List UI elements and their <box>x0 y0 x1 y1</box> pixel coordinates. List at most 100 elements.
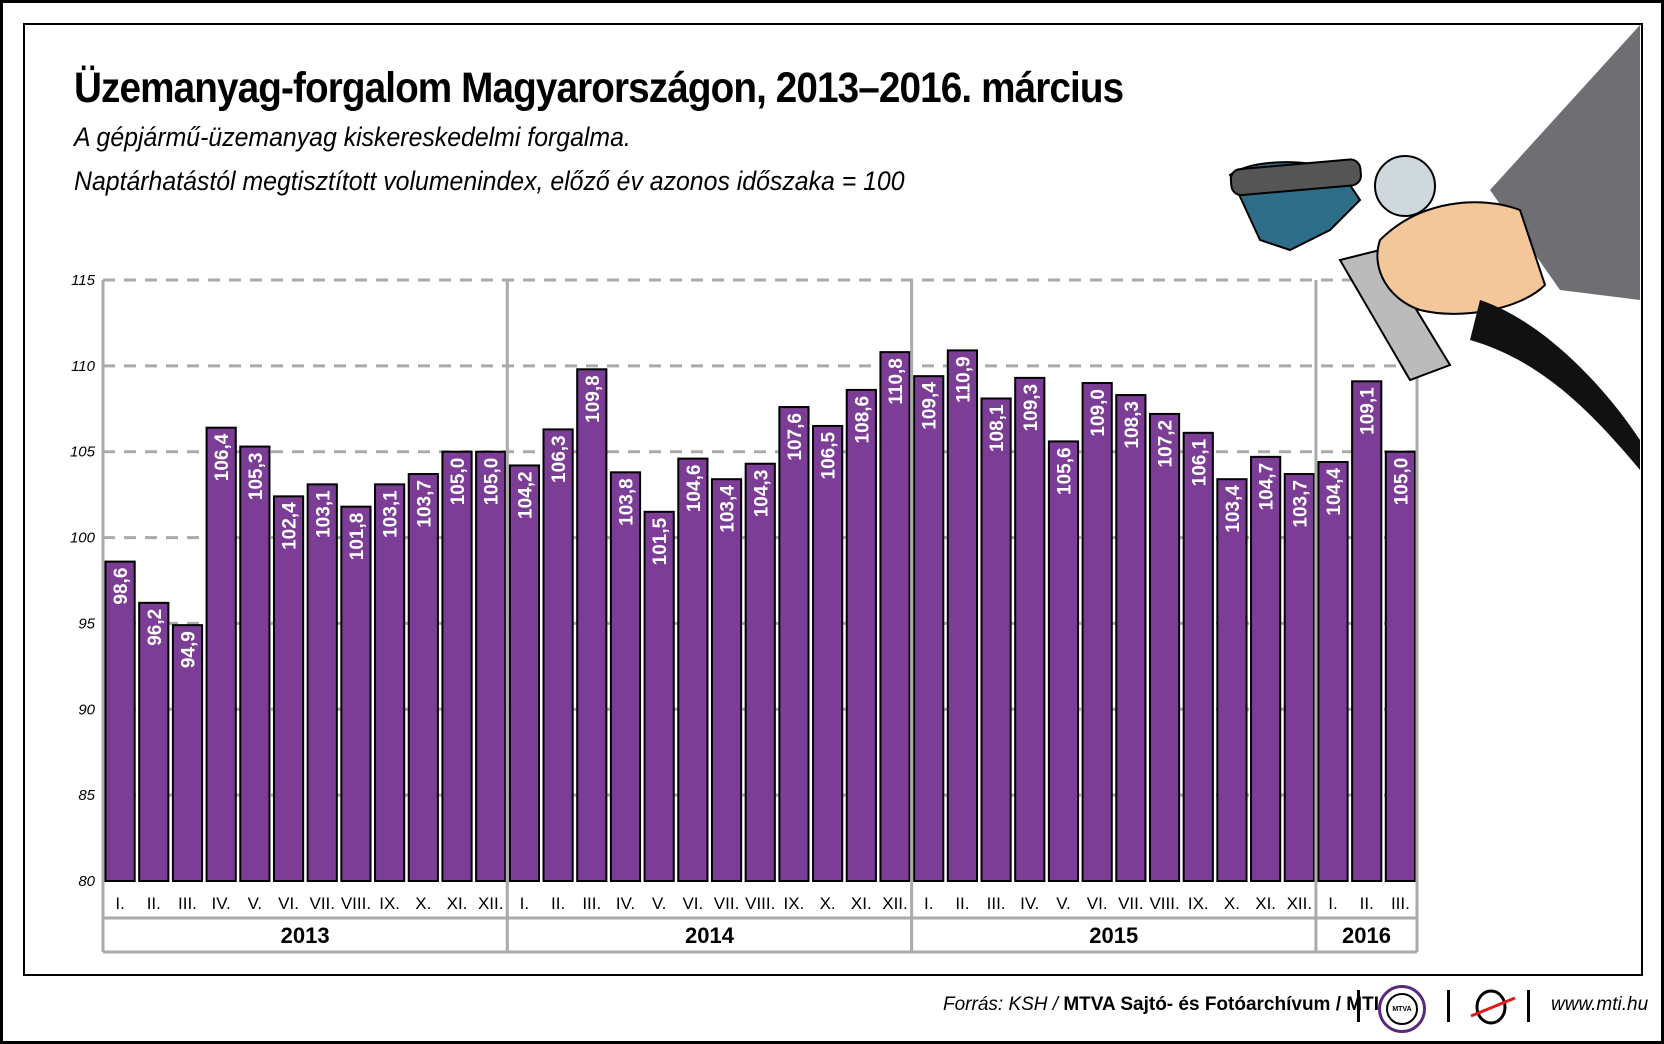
data-label: 108,3 <box>1122 401 1143 449</box>
month-label: III. <box>987 894 1006 913</box>
bar <box>1047 440 1080 882</box>
source-agency: MTVA Sajtó- és Fotóarchívum / MTI <box>1063 994 1379 1015</box>
y-tick-label: 100 <box>70 530 96 547</box>
month-label: X. <box>1224 894 1240 913</box>
month-label: X. <box>415 894 431 913</box>
month-label: VII. <box>309 894 335 913</box>
nozzle-spout <box>1229 158 1362 197</box>
month-label: III. <box>178 894 197 913</box>
bar <box>1351 380 1383 882</box>
bar <box>879 351 911 882</box>
month-label: VI. <box>278 894 299 913</box>
bar <box>1216 478 1248 882</box>
website-link[interactable]: www.mti.hu <box>1551 994 1649 1015</box>
month-label: VIII. <box>341 894 371 913</box>
month-label: IX. <box>1188 894 1209 913</box>
month-label: VI. <box>1087 894 1108 913</box>
data-label: 109,3 <box>1021 384 1042 432</box>
bar <box>1014 376 1046 882</box>
data-label: 109,1 <box>1358 387 1379 435</box>
data-label: 103,7 <box>414 480 435 528</box>
bar <box>441 450 473 882</box>
data-label: 96,2 <box>145 609 166 646</box>
bar <box>677 457 709 882</box>
month-label: V. <box>652 894 667 913</box>
month-label: II. <box>551 894 565 913</box>
month-label: I. <box>520 894 529 913</box>
y-tick-label: 80 <box>78 873 95 890</box>
bar <box>306 483 338 882</box>
month-label: V. <box>1056 894 1071 913</box>
bar <box>475 450 507 882</box>
y-tick-label: 105 <box>70 444 96 461</box>
bar <box>643 510 675 882</box>
data-label: 109,0 <box>1088 389 1109 437</box>
data-label: 105,3 <box>246 453 267 501</box>
bar <box>710 478 743 882</box>
month-label: VII. <box>714 894 740 913</box>
month-label: VI. <box>682 894 703 913</box>
mtva-logo-text: MTVA <box>1386 993 1418 1025</box>
subtitle-line-2: Naptárhatástól megtisztított volumeninde… <box>74 166 905 196</box>
month-label: XI. <box>447 894 468 913</box>
y-tick-label: 85 <box>78 787 95 804</box>
month-label: VIII. <box>1149 894 1179 913</box>
y-tick-label: 115 <box>71 272 96 289</box>
month-label: IV. <box>1020 894 1039 913</box>
month-label: XII. <box>882 894 908 913</box>
bar <box>1148 412 1181 882</box>
month-label: IX. <box>784 894 805 913</box>
bar <box>104 560 136 883</box>
source-prefix: Forrás: KSH / <box>943 994 1059 1015</box>
y-tick-label: 90 <box>78 701 95 718</box>
nozzle-lever <box>1338 248 1452 382</box>
chart-title: Üzemanyag-forgalom Magyarországon, 2013–… <box>74 64 1124 112</box>
month-label: II. <box>147 894 161 913</box>
bar <box>542 428 574 882</box>
bar <box>138 601 170 883</box>
data-label: 98,6 <box>111 568 132 605</box>
data-label: 110,9 <box>953 356 974 403</box>
month-label: I. <box>1328 894 1337 913</box>
month-label: I. <box>924 894 933 913</box>
year-label: 2014 <box>685 923 735 948</box>
bar <box>1250 455 1282 882</box>
data-label: 106,5 <box>819 432 840 480</box>
bar <box>609 471 642 882</box>
data-label: 106,4 <box>212 433 233 481</box>
y-tick-label: 95 <box>78 615 95 632</box>
month-label: XI. <box>851 894 872 913</box>
month-label: VII. <box>1118 894 1144 913</box>
data-label: 109,4 <box>920 382 941 430</box>
data-label: 107,6 <box>785 413 806 461</box>
bar <box>239 445 271 882</box>
month-label: XI. <box>1255 894 1276 913</box>
bar <box>272 495 305 882</box>
bar <box>1182 431 1214 882</box>
data-label: 103,1 <box>381 490 402 538</box>
bar <box>1317 461 1349 882</box>
data-label: 105,0 <box>482 458 503 506</box>
bar <box>980 397 1012 882</box>
mtva-logo: MTVA <box>1378 985 1426 1033</box>
bar <box>913 375 945 882</box>
bar <box>1384 450 1417 882</box>
data-label: 103,4 <box>718 485 739 533</box>
month-label: II. <box>1360 894 1374 913</box>
month-label: IX. <box>379 894 400 913</box>
bar <box>1081 382 1113 882</box>
bar <box>374 483 406 882</box>
footer-divider <box>1447 990 1450 1022</box>
month-label: IV. <box>616 894 635 913</box>
hose-shape <box>1470 300 1640 470</box>
bar <box>171 624 204 882</box>
y-tick-label: 110 <box>71 358 96 375</box>
month-label: V. <box>248 894 263 913</box>
footer-divider <box>1357 990 1360 1022</box>
bar <box>946 349 978 883</box>
bar <box>812 424 844 882</box>
data-label: 106,1 <box>1189 438 1210 486</box>
data-label: 108,1 <box>987 404 1008 452</box>
